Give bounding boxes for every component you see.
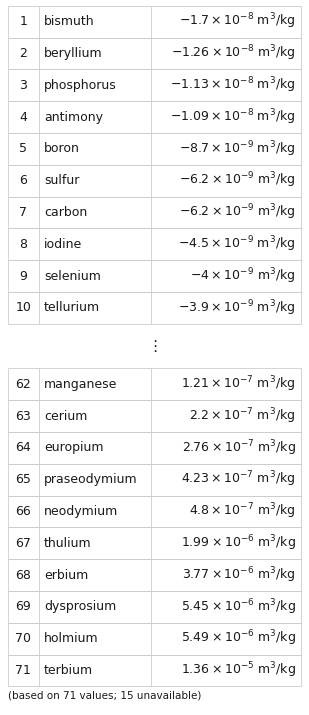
Text: 67: 67 xyxy=(15,537,31,550)
Text: $-4.5\times10^{-9}$ m$^3$/kg: $-4.5\times10^{-9}$ m$^3$/kg xyxy=(178,235,296,254)
Text: carbon: carbon xyxy=(44,206,87,219)
Text: manganese: manganese xyxy=(44,378,117,390)
Text: praseodymium: praseodymium xyxy=(44,473,138,486)
Text: $-3.9\times10^{-9}$ m$^3$/kg: $-3.9\times10^{-9}$ m$^3$/kg xyxy=(178,298,296,317)
Text: $-6.2\times10^{-9}$ m$^3$/kg: $-6.2\times10^{-9}$ m$^3$/kg xyxy=(179,171,296,190)
Text: $-1.09\times10^{-8}$ m$^3$/kg: $-1.09\times10^{-8}$ m$^3$/kg xyxy=(170,107,296,127)
Text: sulfur: sulfur xyxy=(44,174,79,187)
Text: antimony: antimony xyxy=(44,111,103,124)
Text: $1.21\times10^{-7}$ m$^3$/kg: $1.21\times10^{-7}$ m$^3$/kg xyxy=(181,375,296,394)
Text: $2.2\times10^{-7}$ m$^3$/kg: $2.2\times10^{-7}$ m$^3$/kg xyxy=(189,406,296,426)
Text: $-4\times10^{-9}$ m$^3$/kg: $-4\times10^{-9}$ m$^3$/kg xyxy=(190,266,296,286)
Text: 66: 66 xyxy=(15,505,31,518)
Text: 3: 3 xyxy=(19,79,27,92)
Text: 7: 7 xyxy=(19,206,27,219)
Text: 70: 70 xyxy=(15,632,31,645)
Text: $-1.7\times10^{-8}$ m$^3$/kg: $-1.7\times10^{-8}$ m$^3$/kg xyxy=(179,12,296,31)
Text: beryllium: beryllium xyxy=(44,47,103,60)
Text: bismuth: bismuth xyxy=(44,15,95,28)
Text: $2.76\times10^{-7}$ m$^3$/kg: $2.76\times10^{-7}$ m$^3$/kg xyxy=(182,438,296,458)
Text: terbium: terbium xyxy=(44,664,93,677)
Text: ⋮: ⋮ xyxy=(147,339,162,353)
Text: erbium: erbium xyxy=(44,568,88,581)
Text: $-1.26\times10^{-8}$ m$^3$/kg: $-1.26\times10^{-8}$ m$^3$/kg xyxy=(171,44,296,63)
Text: $5.49\times10^{-6}$ m$^3$/kg: $5.49\times10^{-6}$ m$^3$/kg xyxy=(181,629,296,649)
Text: 63: 63 xyxy=(15,410,31,423)
Text: thulium: thulium xyxy=(44,537,92,550)
Text: $4.8\times10^{-7}$ m$^3$/kg: $4.8\times10^{-7}$ m$^3$/kg xyxy=(189,502,296,521)
Text: $-6.2\times10^{-9}$ m$^3$/kg: $-6.2\times10^{-9}$ m$^3$/kg xyxy=(179,202,296,222)
Text: 10: 10 xyxy=(15,302,31,315)
Text: europium: europium xyxy=(44,441,104,454)
Text: 6: 6 xyxy=(19,174,27,187)
Text: $1.36\times10^{-5}$ m$^3$/kg: $1.36\times10^{-5}$ m$^3$/kg xyxy=(181,661,296,680)
Text: dysprosium: dysprosium xyxy=(44,601,116,613)
Text: 65: 65 xyxy=(15,473,31,486)
Text: selenium: selenium xyxy=(44,270,101,282)
Text: $-1.13\times10^{-8}$ m$^3$/kg: $-1.13\times10^{-8}$ m$^3$/kg xyxy=(170,76,296,95)
Text: $1.99\times10^{-6}$ m$^3$/kg: $1.99\times10^{-6}$ m$^3$/kg xyxy=(181,533,296,553)
Text: neodymium: neodymium xyxy=(44,505,118,518)
Text: boron: boron xyxy=(44,142,80,155)
Text: 1: 1 xyxy=(19,15,27,28)
Text: cerium: cerium xyxy=(44,410,87,423)
Text: 62: 62 xyxy=(15,378,31,390)
Text: 64: 64 xyxy=(15,441,31,454)
Text: iodine: iodine xyxy=(44,238,83,251)
Text: phosphorus: phosphorus xyxy=(44,79,117,92)
Text: $-8.7\times10^{-9}$ m$^3$/kg: $-8.7\times10^{-9}$ m$^3$/kg xyxy=(179,139,296,159)
Text: $4.23\times10^{-7}$ m$^3$/kg: $4.23\times10^{-7}$ m$^3$/kg xyxy=(181,470,296,490)
Text: 71: 71 xyxy=(15,664,31,677)
Text: holmium: holmium xyxy=(44,632,99,645)
Text: 9: 9 xyxy=(19,270,27,282)
Text: 4: 4 xyxy=(19,111,27,124)
Text: (based on 71 values; 15 unavailable): (based on 71 values; 15 unavailable) xyxy=(8,691,201,701)
Text: tellurium: tellurium xyxy=(44,302,100,315)
Text: $5.45\times10^{-6}$ m$^3$/kg: $5.45\times10^{-6}$ m$^3$/kg xyxy=(181,597,296,616)
Text: 8: 8 xyxy=(19,238,27,251)
Text: 69: 69 xyxy=(15,601,31,613)
Text: $3.77\times10^{-6}$ m$^3$/kg: $3.77\times10^{-6}$ m$^3$/kg xyxy=(182,566,296,585)
Text: 5: 5 xyxy=(19,142,27,155)
Text: 68: 68 xyxy=(15,568,31,581)
Text: 2: 2 xyxy=(19,47,27,60)
